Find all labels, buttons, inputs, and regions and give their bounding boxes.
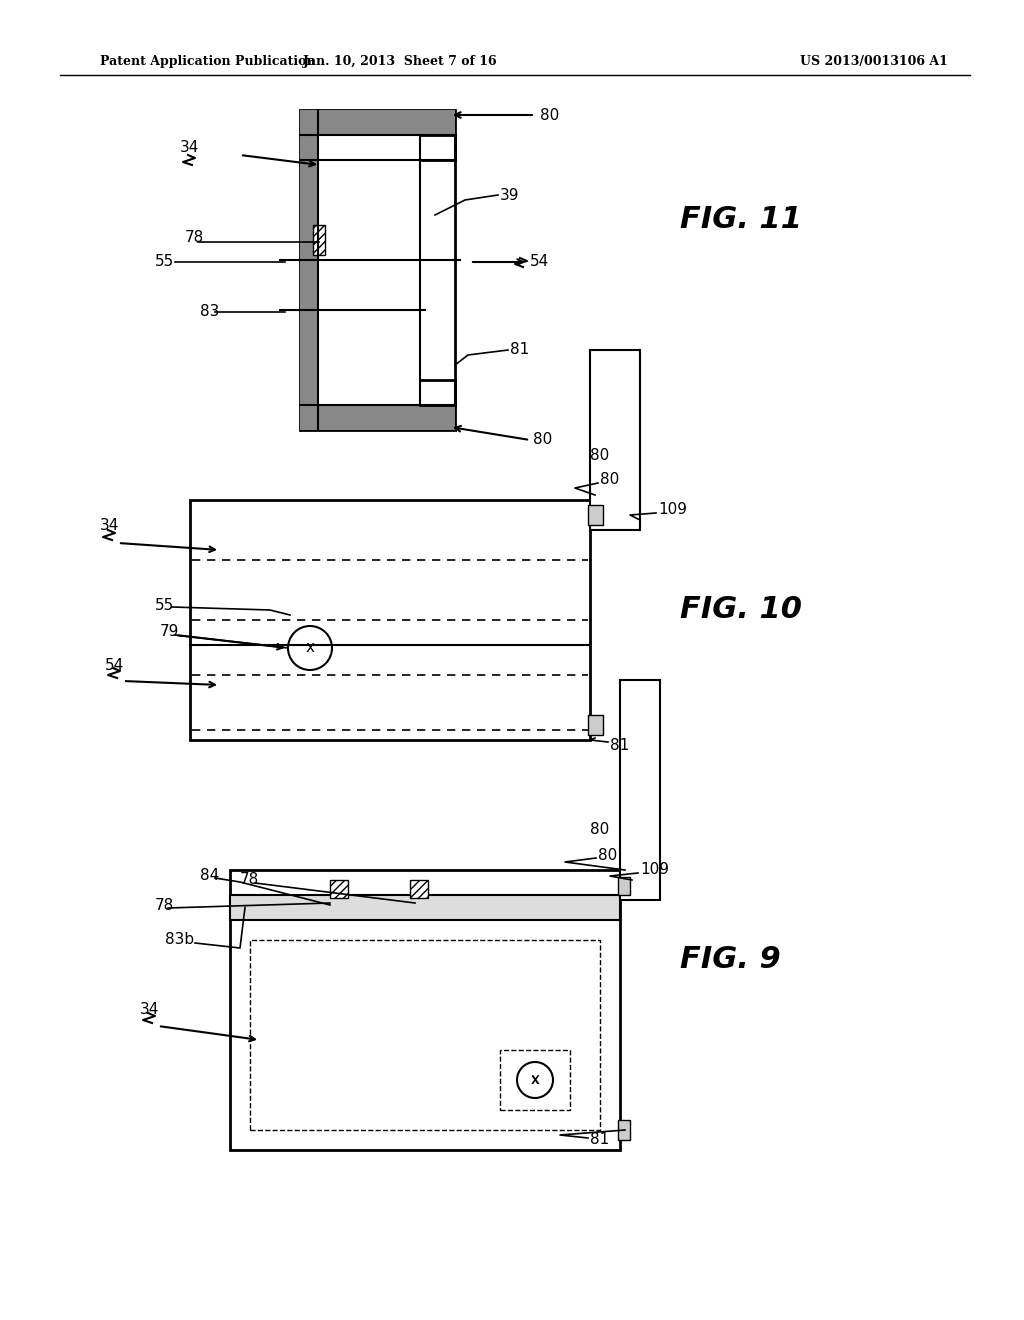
- Text: 54: 54: [105, 657, 124, 672]
- Bar: [620, 680, 660, 900]
- Text: US 2013/0013106 A1: US 2013/0013106 A1: [800, 55, 948, 69]
- Text: 34: 34: [100, 517, 120, 532]
- Text: x: x: [305, 640, 314, 656]
- Bar: [618, 876, 630, 895]
- Text: 81: 81: [590, 1133, 609, 1147]
- Text: 83: 83: [200, 305, 219, 319]
- Circle shape: [517, 1063, 553, 1098]
- Bar: [190, 500, 590, 741]
- Text: FIG. 9: FIG. 9: [680, 945, 780, 974]
- Bar: [250, 940, 600, 1130]
- Text: 80: 80: [600, 473, 620, 487]
- Text: 80: 80: [534, 433, 552, 447]
- Bar: [230, 895, 620, 920]
- Text: 80: 80: [590, 447, 609, 462]
- Text: FIG. 10: FIG. 10: [680, 595, 802, 624]
- Bar: [588, 506, 603, 525]
- Text: Patent Application Publication: Patent Application Publication: [100, 55, 315, 69]
- Bar: [500, 1049, 570, 1110]
- Text: FIG. 11: FIG. 11: [680, 206, 802, 235]
- Text: 55: 55: [155, 598, 174, 612]
- Bar: [618, 1119, 630, 1140]
- Bar: [410, 880, 428, 898]
- Bar: [230, 870, 620, 1150]
- Text: 109: 109: [658, 503, 687, 517]
- Text: 84: 84: [200, 867, 219, 883]
- Text: 81: 81: [610, 738, 630, 752]
- Bar: [300, 405, 455, 430]
- Text: 81: 81: [510, 342, 529, 358]
- Text: 78: 78: [155, 898, 174, 912]
- Text: 34: 34: [140, 1002, 160, 1018]
- Bar: [588, 715, 603, 735]
- Text: 79: 79: [160, 624, 179, 639]
- Text: 78: 78: [185, 231, 204, 246]
- Text: 109: 109: [640, 862, 669, 878]
- Bar: [590, 350, 640, 531]
- Text: x: x: [530, 1073, 539, 1086]
- Circle shape: [288, 626, 332, 671]
- Text: 34: 34: [180, 140, 200, 156]
- Text: 39: 39: [500, 187, 519, 202]
- Text: Jan. 10, 2013  Sheet 7 of 16: Jan. 10, 2013 Sheet 7 of 16: [303, 55, 498, 69]
- Bar: [300, 110, 455, 430]
- Text: x: x: [530, 1072, 540, 1088]
- Bar: [300, 110, 318, 430]
- Bar: [313, 224, 325, 255]
- Text: 80: 80: [598, 847, 617, 862]
- Text: 80: 80: [540, 107, 559, 123]
- Bar: [330, 880, 348, 898]
- Bar: [300, 110, 455, 135]
- Text: 78: 78: [240, 873, 259, 887]
- Text: 55: 55: [155, 255, 174, 269]
- Text: 54: 54: [530, 255, 549, 269]
- Text: 83b: 83b: [165, 932, 195, 948]
- Text: 80: 80: [590, 822, 609, 837]
